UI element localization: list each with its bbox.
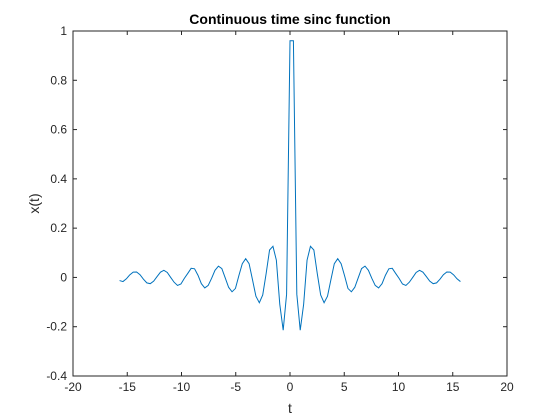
y-tick-label: 0.6 — [50, 123, 67, 137]
plot-area — [72, 30, 508, 377]
x-tick-label: -15 — [119, 380, 137, 394]
x-tick-label: -5 — [230, 380, 241, 394]
y-tick-label: 0.2 — [50, 221, 67, 235]
y-tick-label: 0.4 — [50, 172, 67, 186]
x-tick-label: 0 — [287, 380, 294, 394]
sinc-series-line — [119, 40, 461, 331]
chart-title: Continuous time sinc function — [189, 11, 390, 27]
x-axis: -20 -15 -10 -5 0 5 10 15 20 — [64, 31, 514, 394]
y-tick-label: 1 — [60, 24, 67, 38]
y-tick-label: -0.4 — [46, 369, 67, 383]
y-axis: -0.4 -0.2 0 0.2 0.4 0.6 0.8 1 — [46, 24, 507, 383]
x-tick-label: -10 — [173, 380, 191, 394]
x-tick-label: 5 — [341, 380, 348, 394]
x-tick-label: -20 — [64, 380, 82, 394]
x-tick-label: 15 — [446, 380, 460, 394]
y-axis-label: x(t) — [26, 193, 42, 213]
x-tick-label: 20 — [500, 380, 514, 394]
y-tick-label: -0.2 — [46, 320, 67, 334]
x-axis-label: t — [288, 400, 292, 416]
y-tick-label: 0 — [60, 270, 67, 284]
x-tick-label: 10 — [392, 380, 406, 394]
y-tick-label: 0.8 — [50, 73, 67, 87]
